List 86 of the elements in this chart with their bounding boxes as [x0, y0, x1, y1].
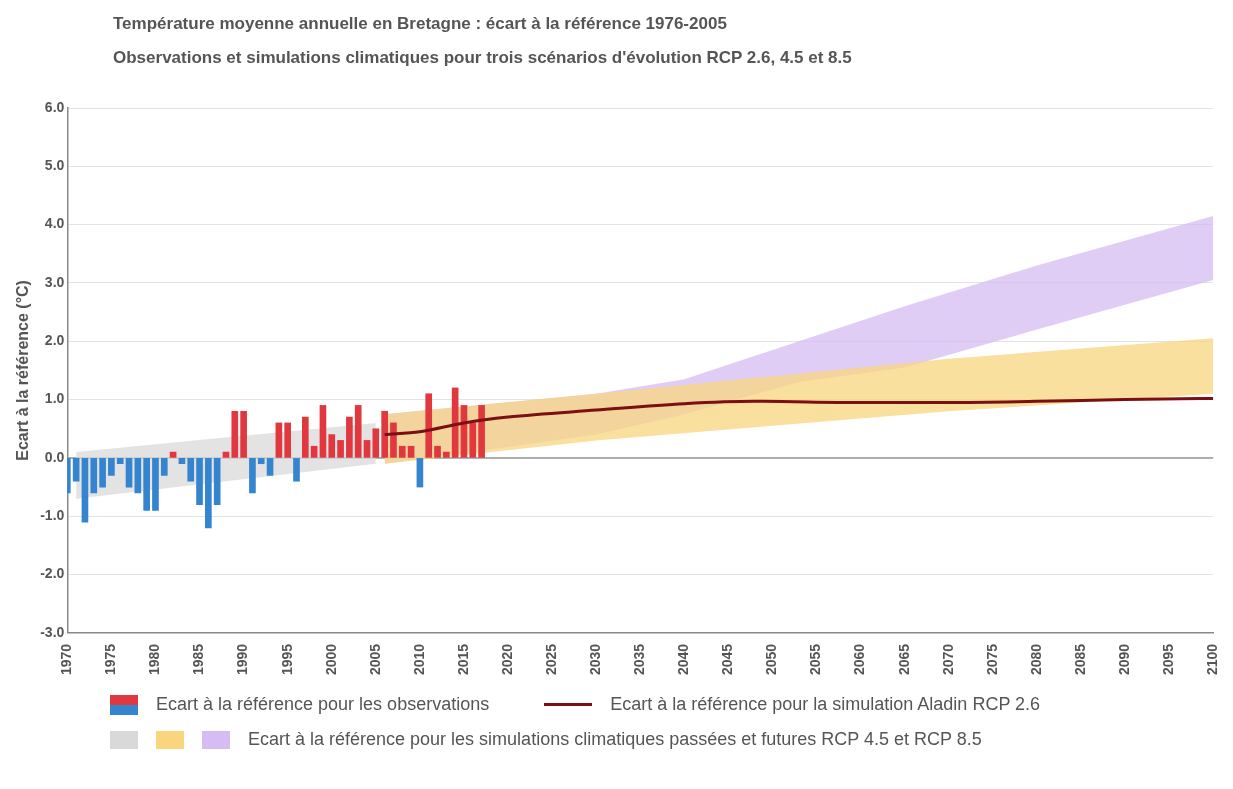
y-tick-label: -2.0 [40, 565, 65, 582]
x-tick-label: 2000 [322, 643, 339, 676]
bar [205, 458, 212, 529]
y-tick-label: 1.0 [44, 390, 65, 407]
bar [319, 405, 327, 458]
bar [81, 458, 89, 523]
bar [196, 458, 203, 505]
bar [266, 458, 274, 476]
y-tick-label: 4.0 [44, 215, 65, 232]
bar [169, 451, 177, 458]
bar [469, 422, 477, 458]
bar [240, 410, 247, 458]
y-tick-label: 0.0 [44, 448, 65, 465]
chart-subtitle: Observations et simulations climatiques pour trois scénarios d'évolution RCP 2.6, 4.5 et 8.5 [113, 48, 853, 68]
y-tick-label: -3.0 [40, 623, 65, 640]
bar [213, 458, 221, 505]
bar [143, 458, 150, 511]
bar [434, 445, 441, 458]
x-tick-label: 1990 [234, 643, 251, 676]
bar [152, 458, 159, 511]
legend-label: Ecart à la référence pour les observations [156, 694, 490, 715]
bar [293, 458, 300, 482]
x-tick-label: 2040 [675, 643, 692, 676]
x-tick-label: 2045 [719, 643, 736, 676]
x-tick-label: 1985 [190, 643, 207, 676]
bar [337, 440, 344, 458]
bar [478, 405, 485, 458]
bar [249, 458, 256, 494]
x-tick-label: 2030 [587, 643, 604, 676]
x-tick-label: 2025 [542, 643, 559, 676]
bar [328, 434, 336, 458]
x-tick-label: 2020 [498, 643, 515, 676]
legend-label: Ecart à la référence pour les simulations climatiques passées et futures RCP 4.5 et RCP 8.5 [248, 729, 982, 750]
bar [187, 458, 195, 482]
bar [284, 422, 292, 458]
bar [425, 393, 433, 458]
y-tick-label: 3.0 [44, 273, 65, 290]
x-tick-label: 2015 [454, 643, 471, 676]
x-tick-label: 2090 [1115, 643, 1132, 676]
y-tick-label: 6.0 [44, 98, 65, 115]
bar [372, 428, 380, 458]
y-tick-label: -1.0 [40, 507, 65, 524]
x-tick-label: 2060 [851, 643, 868, 676]
bar [178, 458, 186, 465]
bar [443, 451, 450, 458]
x-tick-label: 2075 [983, 643, 1000, 676]
x-tick-label: 2010 [410, 643, 427, 676]
x-tick-label: 2080 [1027, 643, 1044, 676]
chart-title: Température moyenne annuelle en Bretagne : écart à la référence 1976-2005 [113, 14, 728, 34]
bar [398, 445, 406, 458]
y-axis-title: Ecart à la référence (°C) [14, 280, 32, 461]
legend-label: Ecart à la référence pour la simulation Aladin RCP 2.6 [610, 694, 1041, 715]
bar [99, 458, 106, 488]
bar [346, 416, 353, 458]
bar [381, 410, 388, 458]
bar [108, 458, 115, 476]
bar [160, 458, 168, 476]
x-tick-label: 2095 [1159, 643, 1176, 676]
bar [390, 422, 397, 458]
bar [90, 458, 98, 494]
x-tick-label: 2100 [1204, 643, 1221, 676]
x-tick-label: 1980 [146, 643, 163, 676]
x-tick-label: 2085 [1071, 643, 1088, 676]
bar [222, 451, 230, 458]
y-tick-label: 5.0 [44, 157, 65, 174]
bar [257, 458, 265, 465]
bar [301, 416, 309, 458]
x-tick-label: 2070 [939, 643, 956, 676]
bar [407, 445, 415, 458]
bar [231, 410, 239, 458]
x-tick-label: 1975 [102, 643, 119, 676]
bar [310, 445, 318, 458]
bar [354, 405, 362, 458]
x-tick-label: 2055 [807, 643, 824, 676]
bar [134, 458, 142, 494]
x-tick-label: 2065 [895, 643, 912, 676]
x-tick-label: 1970 [58, 643, 75, 676]
line-series [383, 396, 1214, 437]
x-tick-label: 1995 [278, 643, 295, 676]
y-tick-label: 2.0 [44, 332, 65, 349]
bar [275, 422, 283, 458]
x-tick-label: 2050 [763, 643, 780, 676]
x-tick-label: 2005 [366, 643, 383, 676]
bar [363, 440, 371, 458]
bar [116, 458, 124, 465]
x-tick-label: 2035 [631, 643, 648, 676]
